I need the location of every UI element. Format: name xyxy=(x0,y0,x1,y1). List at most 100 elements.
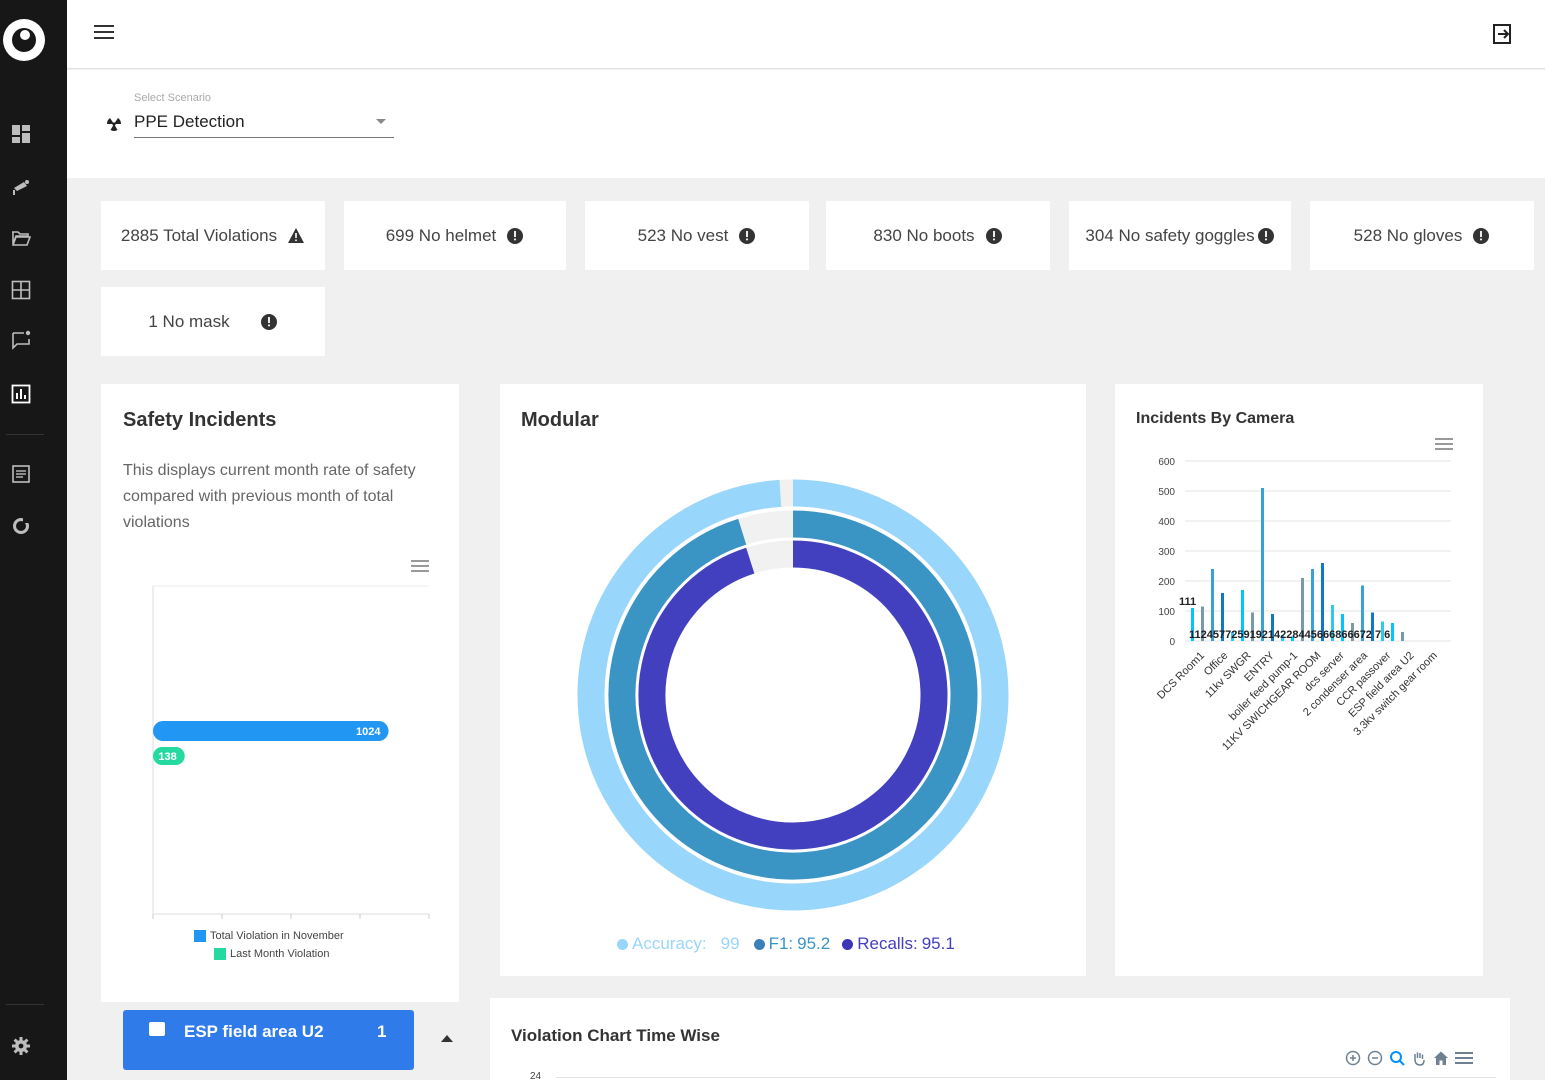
y-tick-label: 300 xyxy=(1158,547,1175,558)
legend-label: Total Violation in November xyxy=(210,930,344,942)
legend-accuracy[interactable]: Accuracy: 99 xyxy=(617,934,740,954)
scenario-select-value: PPE Detection xyxy=(134,112,245,131)
legend-label: F1: xyxy=(768,934,794,953)
bar[interactable] xyxy=(1361,585,1364,642)
bar[interactable] xyxy=(1261,488,1264,641)
stat-no-safety-goggles[interactable]: 304 No safety goggles xyxy=(1069,201,1291,270)
data-label: 111 xyxy=(1179,596,1196,608)
incidents-by-camera-panel: Incidents By Camera 0 100 200 300 400 500 600 … xyxy=(1115,384,1483,976)
stat-no-vest[interactable]: 523 No vest xyxy=(585,201,809,270)
bar[interactable] xyxy=(1391,623,1394,641)
alert-circle-icon xyxy=(260,313,278,331)
modular-radial-chart xyxy=(577,479,1009,911)
grid-icon[interactable] xyxy=(11,280,31,300)
legend-last-month[interactable]: Last Month Violation xyxy=(214,948,329,960)
bar[interactable] xyxy=(1251,612,1254,642)
bar[interactable] xyxy=(1281,635,1284,641)
stat-label: 2885 Total Violations xyxy=(120,225,278,245)
app-logo[interactable] xyxy=(3,19,45,61)
legend-value: 95.1 xyxy=(921,934,955,953)
bar[interactable] xyxy=(1201,606,1204,642)
chart-menu-icon[interactable] xyxy=(411,560,429,574)
y-tick-label: 600 xyxy=(1158,457,1175,468)
legend-recalls[interactable]: Recalls: 95.1 xyxy=(842,934,955,954)
analytics-icon[interactable] xyxy=(11,384,31,404)
radiation-icon xyxy=(105,115,123,133)
caret-down-icon xyxy=(376,119,386,124)
bar[interactable] xyxy=(153,747,185,765)
alert-circle-icon xyxy=(1257,227,1275,245)
stat-no-boots[interactable]: 830 No boots xyxy=(826,201,1050,270)
radial-bar-f1[interactable] xyxy=(608,510,978,880)
scenario-select[interactable]: PPE Detection xyxy=(134,110,394,138)
bar[interactable] xyxy=(1221,593,1224,641)
bar[interactable] xyxy=(1341,614,1344,641)
radial-bar-accuracy[interactable] xyxy=(577,479,1009,911)
radial-bar-recalls[interactable] xyxy=(638,540,948,850)
settings-gear-icon[interactable] xyxy=(11,1036,31,1056)
alert-circle-icon xyxy=(738,227,756,245)
violation-time-wise-panel: Violation Chart Time Wise 24 xyxy=(490,998,1510,1080)
logout-icon[interactable] xyxy=(1490,22,1514,46)
scenario-select-label: Select Scenario xyxy=(134,92,212,104)
safety-incidents-title: Safety Incidents xyxy=(123,409,277,431)
legend-label: Accuracy: xyxy=(632,934,707,953)
bar[interactable] xyxy=(153,721,389,741)
menu-toggle-button[interactable] xyxy=(94,25,114,43)
bar[interactable] xyxy=(1211,569,1214,641)
camera-card-label: ESP field area U2 xyxy=(184,1022,324,1041)
scenario-bar: Select Scenario PPE Detection xyxy=(67,70,1545,178)
chat-notification-icon[interactable] xyxy=(11,330,31,350)
camera-card-count: 1 xyxy=(377,1022,387,1041)
bar[interactable] xyxy=(1311,569,1314,641)
scroll-up-arrow-icon[interactable] xyxy=(441,1035,453,1042)
stat-no-gloves[interactable]: 528 No gloves xyxy=(1310,201,1534,270)
zoom-in-icon[interactable] xyxy=(1345,1050,1361,1066)
bar[interactable] xyxy=(1291,636,1294,642)
dashboard-icon[interactable] xyxy=(11,124,31,144)
bar[interactable] xyxy=(1321,563,1324,641)
y-tick-label: 400 xyxy=(1158,517,1175,528)
warning-icon xyxy=(287,227,305,245)
stat-no-mask[interactable]: 1 No mask xyxy=(101,287,325,356)
chart-menu-icon[interactable] xyxy=(1435,438,1453,452)
safety-bar-chart: 1024 138 xyxy=(152,585,430,919)
bar[interactable] xyxy=(1301,578,1304,641)
stat-label: 1 No mask xyxy=(148,311,230,331)
bar[interactable] xyxy=(1371,612,1374,642)
y-tick-label: 500 xyxy=(1158,487,1175,498)
legend-label: Recalls: xyxy=(857,934,918,953)
violation-time-wise-title: Violation Chart Time Wise xyxy=(511,1026,720,1045)
bar[interactable] xyxy=(1241,590,1244,641)
magnifier-icon[interactable] xyxy=(1389,1050,1405,1066)
safety-incidents-description: This displays current month rate of safe… xyxy=(123,462,416,531)
modular-title: Modular xyxy=(521,409,599,431)
data-labels-row: 112457725919214228445666866672 7 6 xyxy=(1189,629,1390,641)
refresh-icon[interactable] xyxy=(11,516,31,536)
folder-open-icon[interactable] xyxy=(11,228,31,248)
bar[interactable] xyxy=(1401,632,1404,641)
bar[interactable] xyxy=(1231,632,1234,641)
home-reset-icon[interactable] xyxy=(1433,1050,1449,1066)
camera-card-esp-field-area[interactable]: ESP field area U2 1 xyxy=(123,1010,414,1070)
alert-circle-icon xyxy=(985,227,1003,245)
bar[interactable] xyxy=(1351,623,1354,641)
stat-total-violations[interactable]: 2885 Total Violations xyxy=(101,201,325,270)
bar[interactable] xyxy=(1191,608,1194,641)
bar[interactable] xyxy=(1331,605,1334,641)
alert-circle-icon xyxy=(506,227,524,245)
legend-total-violation[interactable]: Total Violation in November xyxy=(194,930,344,942)
cctv-camera-icon[interactable] xyxy=(11,176,31,196)
modular-panel: Modular Accuracy: 99 F1: 95.2 Recalls: 9… xyxy=(500,384,1086,976)
stat-label: 528 No gloves xyxy=(1353,225,1463,245)
pan-hand-icon[interactable] xyxy=(1411,1050,1427,1066)
zoom-out-icon[interactable] xyxy=(1367,1050,1383,1066)
legend-f1[interactable]: F1: 95.2 xyxy=(753,934,830,954)
document-icon[interactable] xyxy=(11,464,31,484)
bar[interactable] xyxy=(1271,614,1274,641)
chart-menu-icon[interactable] xyxy=(1455,1051,1473,1065)
legend-label: Last Month Violation xyxy=(230,948,330,960)
stat-no-helmet[interactable]: 699 No helmet xyxy=(344,201,566,270)
grid-line xyxy=(556,1077,1496,1078)
bar[interactable] xyxy=(1381,621,1384,642)
